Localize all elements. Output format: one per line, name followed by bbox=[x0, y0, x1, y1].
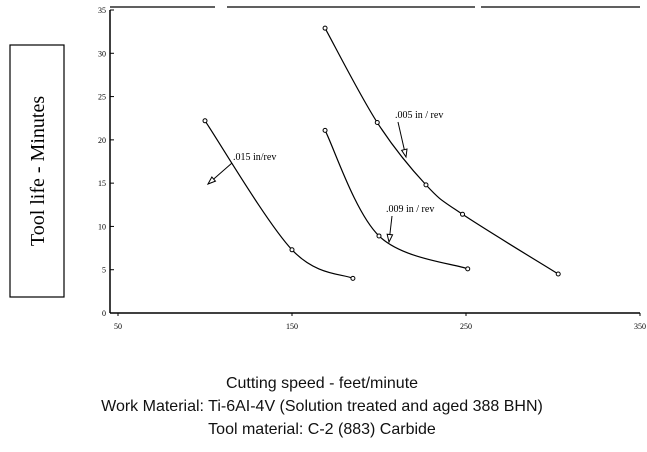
data-point bbox=[376, 233, 382, 239]
data-point bbox=[322, 25, 328, 31]
caption: Work Material: Ti-6AI-4V (Solution treat… bbox=[101, 398, 543, 415]
y-tick-label: 25 bbox=[98, 93, 106, 102]
series-label: .009 in / rev bbox=[386, 204, 434, 215]
x-axis-label: Cutting speed - feet/minute bbox=[226, 375, 418, 392]
curve bbox=[324, 130, 468, 270]
data-point bbox=[460, 211, 466, 217]
data-point bbox=[350, 275, 356, 281]
x-tick-label: 150 bbox=[286, 322, 298, 331]
y-label-box bbox=[9, 44, 65, 298]
y-axis-label: Tool life - Minutes bbox=[27, 96, 49, 246]
curve bbox=[204, 120, 354, 279]
data-point bbox=[374, 120, 380, 126]
data-point bbox=[202, 118, 208, 124]
curve bbox=[324, 27, 559, 275]
caption: Tool material: C-2 (883) Carbide bbox=[208, 421, 436, 438]
x-tick-label: 250 bbox=[460, 322, 472, 331]
data-point bbox=[289, 247, 295, 253]
y-tick-label: 15 bbox=[98, 179, 106, 188]
series-label: .005 in / rev bbox=[395, 110, 443, 121]
arrow-head bbox=[386, 233, 394, 244]
data-point bbox=[465, 266, 471, 272]
data-point bbox=[322, 127, 328, 133]
x-tick-label: 50 bbox=[114, 322, 122, 331]
arrow-head bbox=[206, 176, 217, 185]
y-tick-label: 10 bbox=[98, 222, 106, 231]
y-tick-label: 35 bbox=[98, 6, 106, 15]
x-tick-label: 350 bbox=[634, 322, 646, 331]
y-tick-label: 0 bbox=[102, 309, 106, 318]
arrow-head bbox=[400, 148, 408, 159]
series-label: .015 in/rev bbox=[233, 152, 276, 163]
y-tick-label: 20 bbox=[98, 136, 106, 145]
y-tick-label: 30 bbox=[98, 49, 106, 58]
data-point bbox=[555, 271, 561, 277]
data-point bbox=[423, 182, 429, 188]
y-tick-label: 5 bbox=[102, 266, 106, 275]
